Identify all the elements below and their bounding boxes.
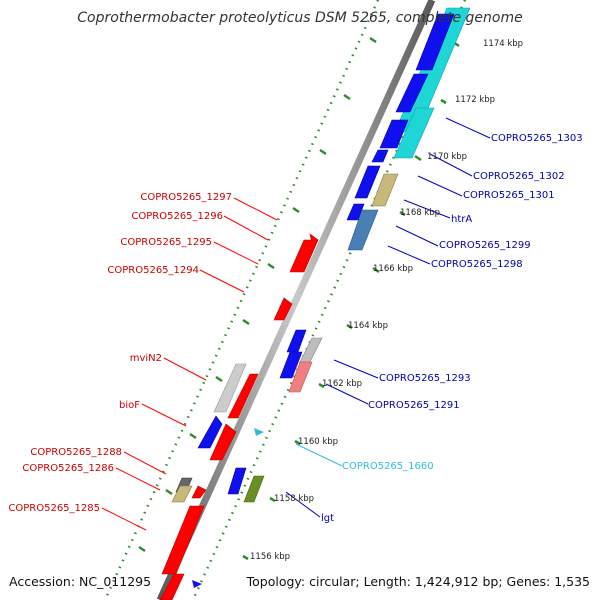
kbp-label: 1168 kbp — [400, 208, 440, 218]
gene-copro5265-1293[interactable] — [299, 337, 323, 363]
gene-label[interactable]: COPRO5265_1299 — [439, 240, 531, 251]
gene-copro5265-1306[interactable] — [379, 119, 409, 149]
reverse-gene-labels: COPRO5265_1303 COPRO5265_1302 COPRO5265_… — [321, 133, 583, 524]
gene-copro5265-1303[interactable] — [394, 7, 471, 133]
gene-label[interactable]: COPRO5265_1293 — [379, 373, 471, 384]
gene-copro5265-1299[interactable] — [346, 203, 365, 221]
gene-lgt[interactable] — [243, 475, 265, 503]
gene-copro5265-1304[interactable] — [415, 13, 455, 71]
gene-label[interactable]: bioF — [119, 400, 140, 411]
kbp-label: 1158 kbp — [274, 494, 314, 504]
map-title: Coprothermobacter proteolyticus DSM 5265… — [77, 10, 522, 26]
kbp-label: 1160 kbp — [298, 437, 338, 447]
kbp-label: 1170 kbp — [427, 152, 467, 162]
gene-copro5265-1290[interactable] — [227, 373, 259, 419]
gene-copro5265-1284[interactable] — [159, 573, 185, 600]
gene-label[interactable]: COPRO5265_1303 — [491, 133, 583, 144]
gene-copro5265-1296[interactable] — [289, 239, 319, 273]
gene-label[interactable]: COPRO5265_1296 — [131, 211, 223, 222]
gene-label[interactable]: COPRO5265_1302 — [473, 171, 565, 182]
gene-label[interactable]: COPRO5265_1295 — [120, 237, 212, 248]
gene-copro5265-1305[interactable] — [395, 73, 429, 113]
gene-copro5265-1301[interactable] — [371, 149, 389, 163]
kbp-tick-labels: 1174 kbp 1172 kbp 1170 kbp 1168 kbp 1166… — [250, 39, 523, 562]
leader-line-ncrna — [295, 443, 343, 467]
gene-htra[interactable] — [371, 173, 399, 207]
gene-copro5265-1298[interactable] — [347, 209, 379, 251]
genome-backbone — [156, 0, 436, 600]
gene-copro5265-1302[interactable] — [393, 107, 435, 159]
kbp-label: 1174 kbp — [483, 39, 523, 49]
gene-label[interactable]: COPRO5265_1298 — [431, 259, 523, 270]
kbp-label: 1162 kbp — [322, 379, 362, 389]
gene-label[interactable]: mviN2 — [130, 353, 162, 364]
gene-copro5265-1291[interactable] — [288, 361, 313, 393]
gene-copro5265-1300[interactable] — [354, 165, 381, 199]
gene-biof[interactable] — [197, 415, 223, 449]
gene-copro5265-1292[interactable] — [279, 351, 303, 379]
gene-copro5265-1293-a[interactable] — [286, 329, 307, 353]
kbp-label: 1172 kbp — [455, 95, 495, 105]
gene-copro5265-1294[interactable] — [273, 297, 293, 321]
gene-label[interactable]: COPRO5265_1294 — [107, 265, 199, 276]
gene-label[interactable]: COPRO5265_1285 — [8, 503, 100, 514]
kbp-label: 1156 kbp — [250, 552, 290, 562]
forward-gene-labels: COPRO5265_1297 COPRO5265_1296 COPRO5265_… — [8, 192, 232, 514]
gene-label[interactable]: COPRO5265_1660 — [342, 461, 434, 472]
gene-label[interactable]: COPRO5265_1286 — [22, 463, 114, 474]
gene-features-forward — [159, 233, 319, 600]
gene-reverse-small[interactable] — [192, 580, 202, 588]
gene-label[interactable]: COPRO5265_1288 — [30, 447, 122, 458]
gene-lgt-a[interactable] — [227, 467, 247, 495]
gene-copro5265-1286[interactable] — [171, 485, 193, 503]
leader-lines-reverse — [285, 117, 491, 518]
gene-label[interactable]: COPRO5265_1297 — [140, 192, 232, 203]
accession-label: Accession: NC_011295 — [9, 574, 151, 589]
gene-features-reverse — [192, 7, 471, 588]
gene-label[interactable]: htrA — [451, 214, 472, 225]
gene-label[interactable]: COPRO5265_1291 — [368, 400, 460, 411]
gene-copro5265-1285[interactable] — [161, 505, 205, 575]
kbp-label: 1164 kbp — [348, 321, 388, 331]
major-ticks — [138, 36, 460, 561]
gene-copro5265-1289[interactable] — [209, 423, 237, 461]
gene-label[interactable]: COPRO5265_1301 — [463, 190, 555, 201]
genome-summary: Topology: circular; Length: 1,424,912 bp… — [246, 574, 590, 589]
kbp-label: 1166 kbp — [373, 264, 413, 274]
gene-copro5265-1287[interactable] — [191, 485, 207, 499]
gene-mvin2[interactable] — [213, 363, 247, 413]
gene-copro5265-1660[interactable] — [254, 428, 264, 436]
tick-track-inner — [191, 0, 467, 600]
gene-label[interactable]: lgt — [321, 513, 334, 524]
tick-track-outer — [103, 0, 380, 600]
leader-lines-forward — [101, 197, 278, 531]
